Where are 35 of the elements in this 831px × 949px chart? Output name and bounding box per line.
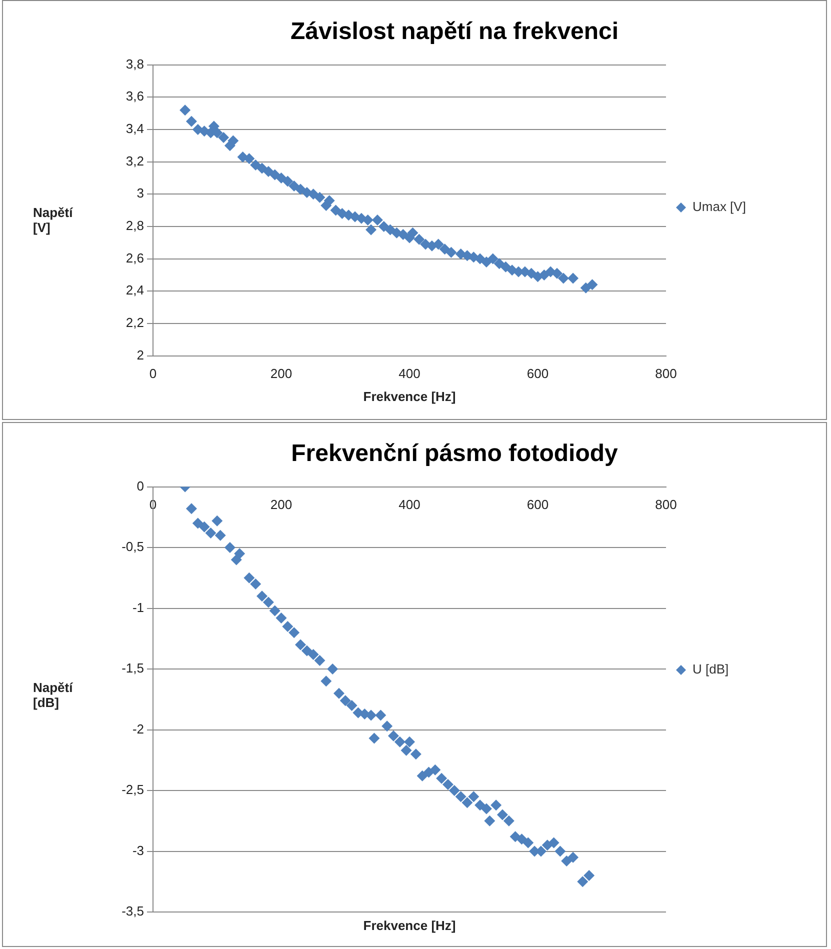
y-tick-label: -1,5 <box>122 660 144 676</box>
x-tick-label: 0 <box>149 366 157 382</box>
y-tick-label: 2 <box>136 347 144 362</box>
y-tick-label: -3 <box>132 842 144 858</box>
x-tick-label: 600 <box>526 497 549 512</box>
y-tick-label: 3,4 <box>126 121 144 136</box>
x-tick-label: 200 <box>270 497 292 512</box>
y-tick-label: -3,5 <box>122 904 144 919</box>
legend-label: Umax [V] <box>692 199 746 214</box>
x-axis-title: Frekvence [Hz] <box>363 918 456 934</box>
y-tick-label: 2,6 <box>126 250 144 266</box>
chart-title: Závislost napětí na frekvenci <box>290 18 619 46</box>
x-tick-label: 800 <box>655 497 677 512</box>
y-tick-label: 2,8 <box>126 218 144 234</box>
y-tick-label: -0,5 <box>122 539 144 554</box>
y-tick-label: -2,5 <box>122 782 144 798</box>
x-tick-label: 400 <box>398 497 420 512</box>
y-tick-label: -1 <box>132 600 144 615</box>
y-axis-title: Napětí [dB] <box>33 680 74 710</box>
x-tick-label: 200 <box>270 366 292 382</box>
x-tick-label: 600 <box>526 366 549 382</box>
x-tick-label: 400 <box>398 366 420 382</box>
y-tick-label: 0 <box>136 478 144 494</box>
x-axis-title: Frekvence [Hz] <box>363 388 456 404</box>
y-tick-label: 3,2 <box>126 153 144 168</box>
y-tick-label: 3 <box>136 186 144 201</box>
x-tick-label: 800 <box>655 366 677 382</box>
y-tick-label: 3,8 <box>126 56 144 72</box>
legend-label: U [dB] <box>692 662 729 677</box>
y-tick-label: 2,4 <box>126 282 144 298</box>
y-tick-label: 2,2 <box>126 315 144 330</box>
y-axis-title: Napětí [V] <box>33 205 74 235</box>
y-tick-label: 3,6 <box>126 88 144 104</box>
chart-title: Frekvenční pásmo fotodiody <box>291 440 619 468</box>
y-tick-label: -2 <box>132 721 144 736</box>
